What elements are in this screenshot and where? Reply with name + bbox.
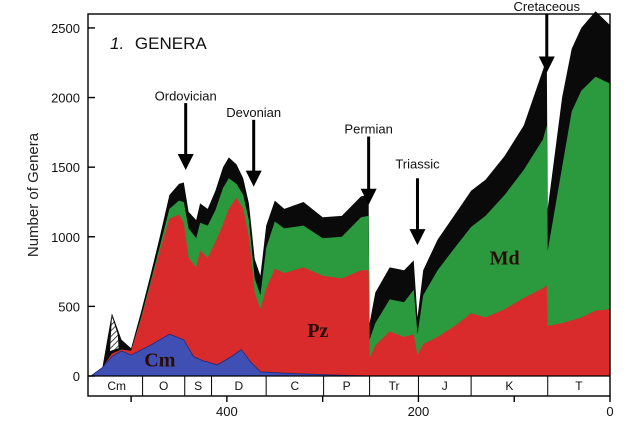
y-tick-label: 0 xyxy=(73,369,80,384)
period-label: Tr xyxy=(389,379,400,393)
y-axis-label: Number of Genera xyxy=(25,132,42,257)
event-arrow-head xyxy=(538,56,555,73)
plot-frame xyxy=(87,13,611,397)
period-label: D xyxy=(235,379,244,393)
area-pz xyxy=(90,197,610,376)
x-tick-label: 0 xyxy=(606,404,613,419)
chart-title-number: 1. xyxy=(110,34,124,53)
y-tick-label: 2500 xyxy=(51,21,80,36)
period-label: C xyxy=(291,379,300,393)
period-label: K xyxy=(505,379,513,393)
period-bar: Cm O S D C P Tr J K T xyxy=(88,375,610,396)
y-tick-label: 2000 xyxy=(51,91,80,106)
event-label: Devonian xyxy=(226,105,281,120)
period-label: P xyxy=(343,379,351,393)
period-label: J xyxy=(442,379,448,393)
event-arrow-head xyxy=(409,229,426,246)
event-label: Permian xyxy=(344,122,392,137)
period-label: Cm xyxy=(107,379,126,393)
x-tick-label: 400 xyxy=(216,404,238,419)
y-tick-label: 1000 xyxy=(51,230,80,245)
event-label: Ordovician xyxy=(155,88,217,103)
y-axis: 0 500 1000 1500 2000 2500 xyxy=(51,21,95,384)
x-axis: 400 200 0 xyxy=(130,396,614,419)
event-label: Cretaceous xyxy=(514,0,581,14)
hatched-patch xyxy=(110,316,119,351)
event-arrow-head xyxy=(245,170,262,187)
chart-title-text: GENERA xyxy=(135,34,207,53)
y-tick-label: 500 xyxy=(58,299,80,314)
fauna-label-md: Md xyxy=(490,248,520,270)
chart-title: 1. GENERA xyxy=(110,34,207,53)
fauna-label-pz: Pz xyxy=(307,320,328,342)
period-label: O xyxy=(159,379,168,393)
period-label: T xyxy=(575,379,583,393)
plot-area xyxy=(89,11,610,377)
area-cm xyxy=(89,333,610,377)
y-tick-label: 1500 xyxy=(51,160,80,175)
fauna-label-cm: Cm xyxy=(144,349,175,371)
fauna-labels: Cm Pz Md xyxy=(144,248,519,372)
event-arrow-head xyxy=(360,188,377,205)
x-tick-label: 200 xyxy=(408,404,430,419)
annotations: Ordovician Devonian Permian Triassic Cretace… xyxy=(155,0,581,246)
event-arrow-head xyxy=(177,153,194,170)
event-label: Triassic xyxy=(395,157,440,172)
period-label: S xyxy=(194,379,202,393)
